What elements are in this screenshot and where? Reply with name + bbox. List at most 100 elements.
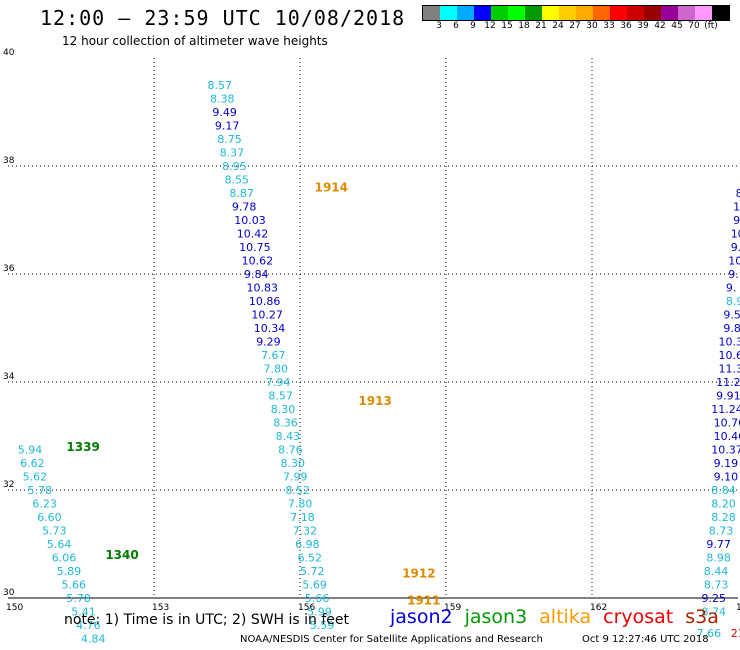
x-tick-label: 162 xyxy=(590,603,607,613)
color-swatch xyxy=(559,6,576,20)
wave-height-value: 9.10 xyxy=(714,471,739,484)
wave-height-value: 8.57 xyxy=(268,390,293,403)
y-tick-label: 36 xyxy=(3,264,15,274)
wave-height-value: 10. xyxy=(733,201,740,214)
wave-height-value: 11.24 xyxy=(711,403,740,416)
color-swatch xyxy=(644,6,661,20)
wave-height-value: 10.62 xyxy=(242,255,274,268)
color-scale-label: 30 xyxy=(586,21,598,31)
x-tick-label: 159 xyxy=(444,603,461,613)
wave-height-value: 10.37 xyxy=(711,444,740,457)
wave-height-value: 10.42 xyxy=(237,228,269,241)
wave-height-value: 8.76 xyxy=(278,444,303,457)
color-swatch xyxy=(474,6,491,20)
y-tick-label: 38 xyxy=(3,156,15,166)
wave-height-value: 7.94 xyxy=(266,376,291,389)
wave-height-value: 6.62 xyxy=(20,457,44,470)
color-scale-label: 9 xyxy=(470,21,476,31)
footer-note: note: 1) Time is in UTC; 2) SWH is in fe… xyxy=(64,612,350,628)
y-tick-label: 34 xyxy=(3,372,15,382)
x-tick-label: 165 xyxy=(736,603,740,613)
wave-height-value: 5.73 xyxy=(42,525,67,538)
wave-height-value: 9.29 xyxy=(256,336,281,349)
color-swatch xyxy=(576,6,593,20)
color-swatch xyxy=(627,6,644,20)
pass-time-label: 1913 xyxy=(358,394,391,408)
wave-height-value: 7.80 xyxy=(264,363,289,376)
wave-height-value: 5.72 xyxy=(300,565,325,578)
wave-height-value: 6.98 xyxy=(295,538,320,551)
wave-height-value: 5.94 xyxy=(18,444,43,457)
wave-height-value: 5.41 xyxy=(71,606,96,619)
color-scale-label: 12 xyxy=(484,21,496,31)
y-tick-label: 30 xyxy=(3,588,15,598)
wave-height-value: 8.38 xyxy=(210,93,235,106)
color-scale-label: 6 xyxy=(453,21,459,31)
color-swatch xyxy=(491,6,508,20)
color-scale-label: (ft) xyxy=(704,21,718,31)
wave-height-value: 10.76 xyxy=(714,417,740,430)
wave-height-value: 6.23 xyxy=(32,498,57,511)
wave-height-value: 10.75 xyxy=(239,241,271,254)
color-swatch xyxy=(593,6,610,20)
color-scale-label: 36 xyxy=(620,21,632,31)
color-swatch xyxy=(423,6,440,20)
pass-time-label: 1914 xyxy=(315,181,348,195)
wave-height-value: 8.73 xyxy=(709,525,734,538)
wave-height-value: 7.66 xyxy=(697,627,722,640)
color-swatch xyxy=(661,6,678,20)
wave-height-value: 11.25 xyxy=(716,376,740,389)
color-scale-label: 42 xyxy=(654,21,666,31)
wave-height-value: 8.37 xyxy=(220,147,245,160)
wave-height-value: 5.78 xyxy=(66,592,91,605)
wave-height-value: 8. xyxy=(736,187,740,200)
wave-height-value: 10.6 xyxy=(719,349,740,362)
satellite-legend: jason2 jason3 altika cryosat s3a xyxy=(390,606,731,628)
color-scale-labels: 3 6 9 12 15 18 21 24 27 30 33 36 39 42 45 70 (ft) xyxy=(422,21,740,35)
wave-height-value: 5.99 xyxy=(307,606,332,619)
color-swatch xyxy=(610,6,627,20)
wave-height-value: 8.36 xyxy=(273,417,298,430)
chart-subtitle: 12 hour collection of altimeter wave hei… xyxy=(62,34,328,48)
color-swatch xyxy=(678,6,695,20)
pass-time-label: 1911 xyxy=(407,594,440,608)
wave-height-value: 10.83 xyxy=(246,282,278,295)
wave-height-value: 7.32 xyxy=(293,525,318,538)
color-scale-label: 70 xyxy=(688,21,700,31)
wave-height-value: 5.59 xyxy=(310,619,335,632)
color-scale-bar xyxy=(422,5,730,21)
wave-height-value: 9.78 xyxy=(232,201,257,214)
wave-height-value: 9. xyxy=(731,241,740,254)
wave-height-value: 9.77 xyxy=(706,538,731,551)
color-scale-label: 24 xyxy=(552,21,564,31)
color-swatch xyxy=(525,6,542,20)
wave-height-value: 8.74 xyxy=(702,606,727,619)
wave-height-value: 9.17 xyxy=(215,120,240,133)
color-scale-label: 15 xyxy=(501,21,513,31)
pass-time-label: 1339 xyxy=(66,440,99,454)
satellite-legend-entry: altika xyxy=(539,606,592,628)
wave-height-value: 4.84 xyxy=(81,633,106,646)
wave-height-value: 9. xyxy=(728,268,739,281)
wave-height-value: 5.64 xyxy=(47,538,72,551)
color-scale-label: 21 xyxy=(535,21,547,31)
wave-height-value: 5.66 xyxy=(62,579,87,592)
wave-height-value: 5.69 xyxy=(302,579,327,592)
color-swatch xyxy=(440,6,457,20)
wave-height-value: 6.52 xyxy=(298,552,323,565)
wave-height-value: 9. xyxy=(733,214,740,227)
wave-height-value: 8.30 xyxy=(271,403,296,416)
wave-height-value: 6.60 xyxy=(37,511,62,524)
color-scale-label: 27 xyxy=(569,21,581,31)
wave-height-value: 4.76 xyxy=(76,619,101,632)
y-tick-label: 32 xyxy=(3,480,14,490)
wave-height-value: 9.84 xyxy=(244,268,268,281)
wave-height-value: 8.75 xyxy=(217,133,242,146)
wave-height-value: 10. xyxy=(728,255,740,268)
satellite-legend-entry: s3a xyxy=(685,606,719,628)
wave-height-value: 5.66 xyxy=(305,592,330,605)
color-scale-label: 3 xyxy=(436,21,442,31)
chart-title: 12:00 – 23:59 UTC 10/08/2018 xyxy=(40,6,406,30)
generated-timestamp: Oct 9 12:27:46 UTC 2018 xyxy=(582,634,709,645)
